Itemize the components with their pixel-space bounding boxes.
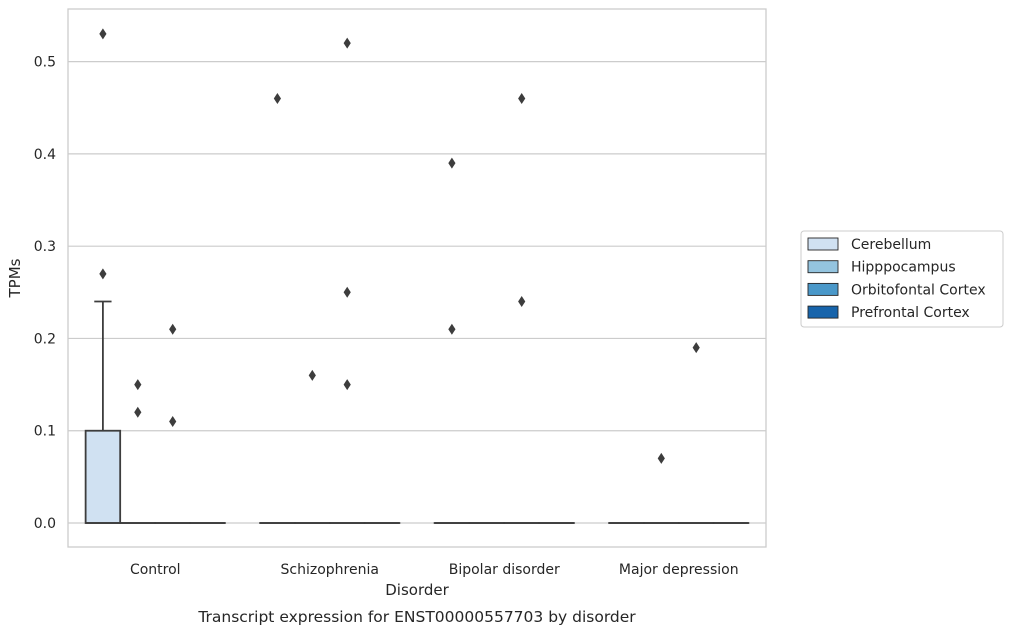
outlier-point bbox=[99, 268, 107, 280]
y-tick-label: 0.3 bbox=[34, 239, 56, 255]
outlier-point bbox=[518, 93, 526, 105]
outlier-point bbox=[308, 369, 316, 381]
legend-swatch bbox=[807, 305, 839, 319]
outlier-point bbox=[99, 28, 107, 40]
legend-swatch bbox=[807, 282, 839, 296]
box bbox=[84, 429, 122, 524]
x-axis-ticks: Control Schizophrenia Bipolar disorder Majo… bbox=[130, 562, 739, 578]
chart-caption: Transcript expression for ENST0000055770… bbox=[197, 608, 636, 626]
x-tick-label: Control bbox=[130, 562, 181, 578]
x-tick-label: Major depression bbox=[619, 562, 739, 578]
y-tick-label: 0.1 bbox=[34, 424, 56, 440]
legend-label: Cerebellum bbox=[851, 237, 931, 253]
y-tick-label: 0.0 bbox=[34, 516, 56, 532]
legend-swatch bbox=[807, 260, 839, 274]
outlier-point bbox=[448, 323, 456, 335]
outlier-point bbox=[134, 406, 142, 418]
legend-label: Hipppocampus bbox=[851, 260, 956, 276]
outlier-point bbox=[343, 379, 351, 391]
y-tick-label: 0.4 bbox=[34, 147, 56, 163]
legend-frame bbox=[800, 230, 1004, 328]
outlier-point bbox=[518, 296, 526, 308]
outlier-point bbox=[343, 37, 351, 49]
outlier-point bbox=[169, 415, 177, 427]
legend: Cerebellum Hipppocampus Orbitofontal Corte… bbox=[800, 230, 1004, 328]
x-axis-label: Disorder bbox=[385, 581, 449, 599]
legend-label: Prefrontal Cortex bbox=[851, 305, 970, 321]
y-axis-label: TPMs bbox=[6, 258, 24, 298]
y-axis-ticks: 0.0 0.1 0.2 0.3 0.4 0.5 bbox=[34, 55, 56, 532]
x-tick-label: Bipolar disorder bbox=[449, 562, 560, 578]
outlier-point bbox=[273, 93, 281, 105]
y-tick-label: 0.5 bbox=[34, 55, 56, 71]
plot-area-frame bbox=[67, 8, 767, 548]
outlier-point bbox=[657, 452, 665, 464]
outlier-point bbox=[343, 286, 351, 298]
outlier-point bbox=[692, 342, 700, 354]
box-plot-series bbox=[84, 28, 750, 524]
outlier-point bbox=[448, 157, 456, 169]
outlier-point bbox=[169, 323, 177, 335]
y-tick-label: 0.2 bbox=[34, 331, 56, 347]
legend-label: Orbitofontal Cortex bbox=[851, 282, 986, 298]
legend-swatch bbox=[807, 237, 839, 251]
outlier-point bbox=[134, 379, 142, 391]
x-tick-label: Schizophrenia bbox=[281, 562, 379, 578]
